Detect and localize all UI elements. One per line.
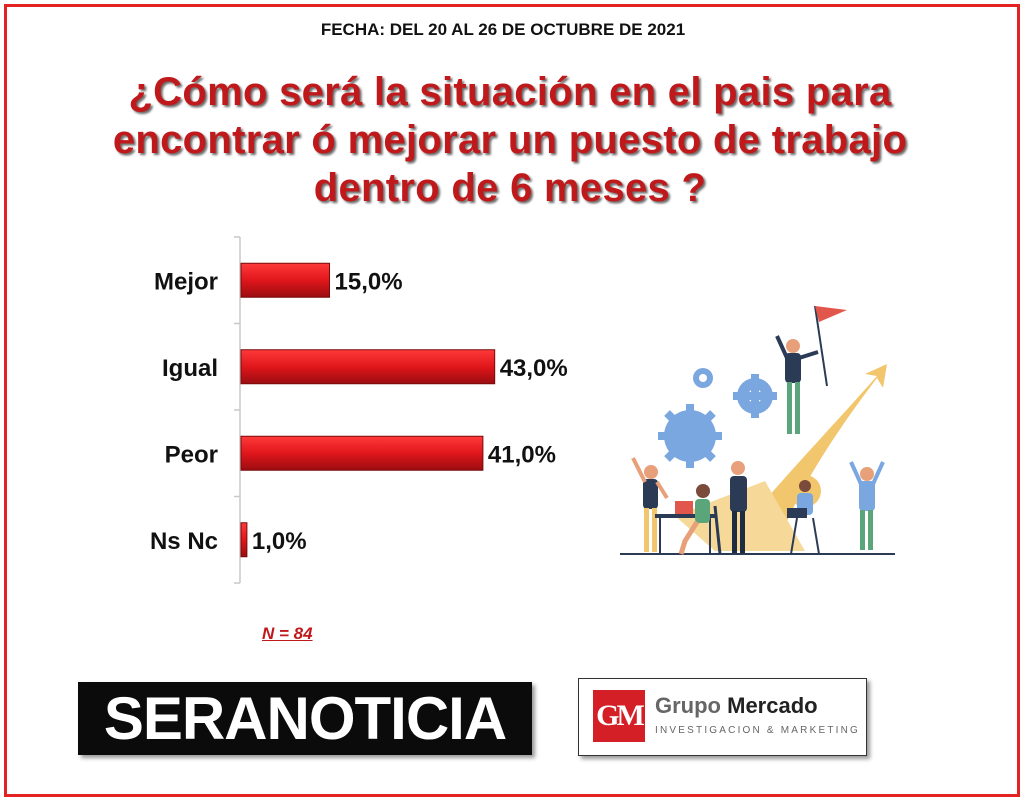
- gm-mark: GM: [593, 690, 645, 742]
- value-label: 41,0%: [488, 441, 556, 468]
- value-label: 1,0%: [252, 528, 307, 555]
- gm-name: Grupo Mercado: [655, 693, 818, 719]
- category-label: Ns Nc: [150, 528, 218, 555]
- gm-tagline: INVESTIGACION & MARKETING: [655, 725, 861, 736]
- poster-frame: [4, 4, 1020, 797]
- category-label: Igual: [162, 355, 218, 382]
- question-line-1: ¿Cómo será la situación en el pais para: [128, 70, 892, 114]
- chart-axis: [234, 236, 241, 584]
- question-line-2: encontrar ó mejorar un puesto de trabajo: [112, 118, 908, 162]
- bar: [240, 262, 330, 298]
- category-label: Mejor: [154, 268, 218, 295]
- seranoticia-wordmark: SERANOTICIA: [103, 685, 507, 752]
- seranoticia-logo: SERANOTICIA: [78, 682, 532, 755]
- chart-bars: Mejor 15,0% Igual 43,0% Peor 41,0% Ns Nc 1,0%: [150, 262, 568, 558]
- value-label: 15,0%: [335, 268, 403, 295]
- bar: [240, 522, 248, 558]
- survey-question: ¿Cómo será la situación en el pais para …: [40, 68, 980, 212]
- question-line-3: dentro de 6 meses ?: [313, 166, 707, 210]
- bar: [240, 435, 484, 471]
- bar-chart: Mejor 15,0% Igual 43,0% Peor 41,0% Ns Nc 1,0%: [150, 236, 568, 584]
- category-label: Peor: [165, 441, 218, 468]
- sample-size: N = 84: [262, 624, 313, 643]
- survey-date: FECHA: DEL 20 AL 26 DE OCTUBRE DE 2021: [320, 20, 686, 39]
- team-success-growth-illustration: [620, 305, 895, 555]
- grupo-mercado-logo: GM Grupo Mercado INVESTIGACION & MARKETI…: [578, 678, 867, 756]
- gm-name-part1: Grupo: [655, 693, 721, 718]
- gm-name-part2: Mercado: [727, 693, 818, 718]
- value-label: 43,0%: [500, 355, 568, 382]
- bar: [240, 349, 496, 385]
